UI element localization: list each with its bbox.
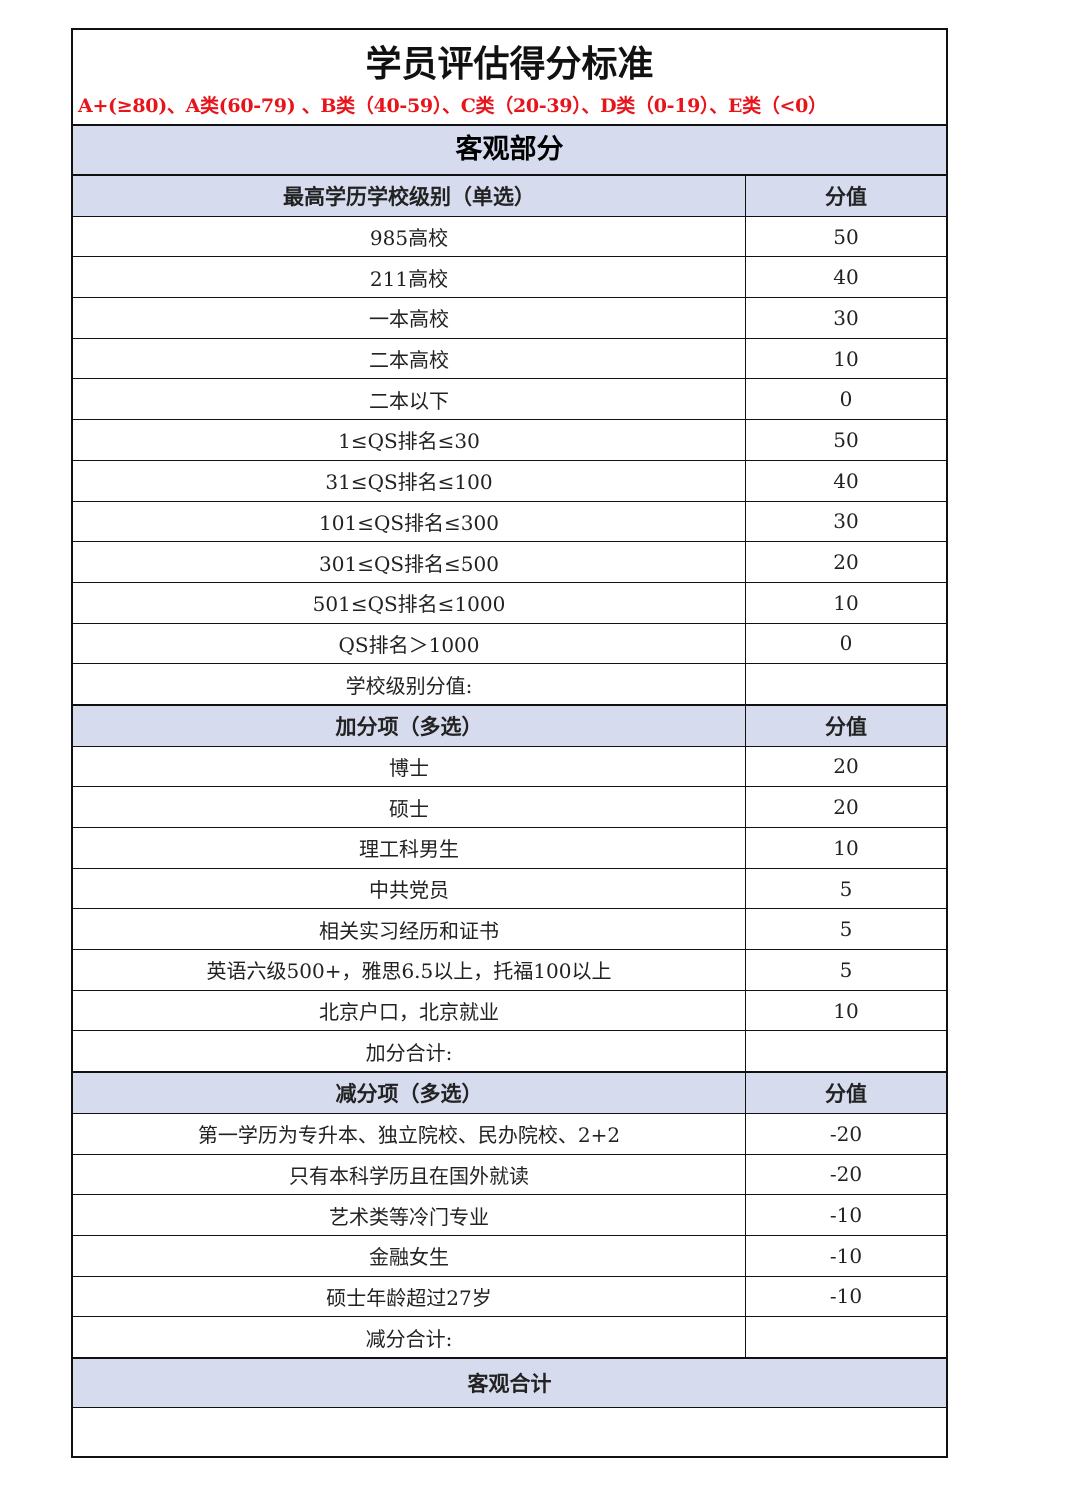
item-cell: 501≤QS排名≤1000: [73, 581, 746, 624]
value-cell: 10: [745, 337, 946, 380]
value-cell: 10: [745, 581, 946, 624]
item-cell: 211高校: [73, 256, 746, 299]
table-row: 二本以下 0: [73, 378, 946, 421]
value-cell: 20: [745, 541, 946, 583]
item-cell: 金融女生: [73, 1234, 746, 1277]
table-row: 301≤QS排名≤500 20: [73, 541, 946, 583]
item-cell: 相关实习经历和证书: [73, 908, 746, 951]
column-header-value: 分值: [745, 703, 946, 747]
item-cell: 艺术类等冷门专业: [73, 1194, 746, 1236]
column-header-item: 加分项（多选）: [73, 703, 746, 747]
item-cell: 一本高校: [73, 297, 746, 339]
column-header-value: 分值: [745, 176, 946, 217]
objective-total-value-row: [73, 1407, 946, 1456]
table-row: 985高校 50: [73, 215, 946, 258]
value-cell: 20: [745, 786, 946, 828]
objective-total-label: 客观合计: [73, 1356, 946, 1408]
item-cell: 英语六级500+，雅思6.5以上，托福100以上: [73, 949, 746, 991]
value-cell: -10: [745, 1194, 946, 1236]
title-block: 学员评估得分标准 A+(≥80)、A类(60-79) 、B类（40-59）、C类…: [73, 30, 946, 126]
page-title: 学员评估得分标准: [365, 44, 654, 85]
table-row: 第一学历为专升本、独立院校、民办院校、2+2 -20: [73, 1112, 946, 1155]
penalty-header-row: 减分项（多选） 分值: [73, 1071, 946, 1114]
item-cell: 硕士年龄超过27岁: [73, 1275, 746, 1318]
item-cell: 硕士: [73, 786, 746, 828]
school-header-row: 最高学历学校级别（单选） 分值: [73, 176, 946, 217]
value-cell: 5: [745, 949, 946, 991]
table-row: 501≤QS排名≤1000 10: [73, 581, 946, 624]
column-header-item: 减分项（多选）: [73, 1071, 746, 1114]
item-cell: 101≤QS排名≤300: [73, 500, 746, 543]
table-row: 北京户口，北京就业 10: [73, 989, 946, 1032]
value-cell: 50: [745, 215, 946, 258]
value-cell: 0: [745, 378, 946, 421]
objective-total-row: 客观合计: [73, 1356, 946, 1408]
column-header-value: 分值: [745, 1071, 946, 1114]
value-cell: 40: [745, 459, 946, 502]
table-row: 相关实习经历和证书 5: [73, 908, 946, 951]
section-title: 客观部分: [73, 126, 946, 176]
total-label: 减分合计:: [73, 1316, 746, 1359]
value-cell: 30: [745, 500, 946, 543]
table-row: 中共党员 5: [73, 867, 946, 910]
table-row: 只有本科学历且在国外就读 -20: [73, 1153, 946, 1196]
item-cell: 理工科男生: [73, 827, 746, 869]
table-row: 理工科男生 10: [73, 827, 946, 869]
item-cell: 二本高校: [73, 337, 746, 380]
table-row: 金融女生 -10: [73, 1234, 946, 1277]
objective-total-value[interactable]: [73, 1407, 946, 1456]
value-cell: -10: [745, 1275, 946, 1318]
value-cell: -10: [745, 1234, 946, 1277]
value-cell: 0: [745, 622, 946, 665]
total-label: 学校级别分值:: [73, 663, 746, 706]
table-row: 一本高校 30: [73, 297, 946, 339]
item-cell: 中共党员: [73, 867, 746, 910]
column-header-item: 最高学历学校级别（单选）: [73, 176, 746, 217]
table-row: 英语六级500+，雅思6.5以上，托福100以上 5: [73, 949, 946, 991]
value-cell: 40: [745, 256, 946, 299]
item-cell: QS排名＞1000: [73, 622, 746, 665]
value-cell: 20: [745, 745, 946, 788]
value-cell: 30: [745, 297, 946, 339]
item-cell: 二本以下: [73, 378, 746, 421]
value-cell: 10: [745, 989, 946, 1032]
table-row: 硕士 20: [73, 786, 946, 828]
table-row: 101≤QS排名≤300 30: [73, 500, 946, 543]
item-cell: 985高校: [73, 215, 746, 258]
item-cell: 31≤QS排名≤100: [73, 459, 746, 502]
item-cell: 北京户口，北京就业: [73, 989, 746, 1032]
scoring-sheet: 学员评估得分标准 A+(≥80)、A类(60-79) 、B类（40-59）、C类…: [71, 28, 948, 1458]
table-row: 硕士年龄超过27岁 -10: [73, 1275, 946, 1318]
value-cell: 50: [745, 419, 946, 461]
value-cell: 10: [745, 827, 946, 869]
total-value[interactable]: [745, 1030, 946, 1073]
value-cell: -20: [745, 1112, 946, 1155]
total-value[interactable]: [745, 1316, 946, 1359]
table-row: 博士 20: [73, 745, 946, 788]
value-cell: -20: [745, 1153, 946, 1196]
table-row: QS排名＞1000 0: [73, 622, 946, 665]
penalty-total-row: 减分合计:: [73, 1316, 946, 1359]
table-row: 31≤QS排名≤100 40: [73, 459, 946, 502]
school-total-row: 学校级别分值:: [73, 663, 946, 706]
total-value[interactable]: [745, 663, 946, 706]
item-cell: 301≤QS排名≤500: [73, 541, 746, 583]
value-cell: 5: [745, 867, 946, 910]
item-cell: 只有本科学历且在国外就读: [73, 1153, 746, 1196]
score-table: 最高学历学校级别（单选） 分值 985高校 50 211高校 40 一本高校 30 二本高校 10…: [73, 176, 946, 1456]
item-cell: 第一学历为专升本、独立院校、民办院校、2+2: [73, 1112, 746, 1155]
item-cell: 1≤QS排名≤30: [73, 419, 746, 461]
bonus-total-row: 加分合计:: [73, 1030, 946, 1073]
item-cell: 博士: [73, 745, 746, 788]
table-row: 211高校 40: [73, 256, 946, 299]
bonus-header-row: 加分项（多选） 分值: [73, 703, 946, 747]
grade-legend: A+(≥80)、A类(60-79) 、B类（40-59）、C类（20-39）、D…: [78, 95, 827, 117]
value-cell: 5: [745, 908, 946, 951]
total-label: 加分合计:: [73, 1030, 746, 1073]
table-row: 1≤QS排名≤30 50: [73, 419, 946, 461]
table-row: 艺术类等冷门专业 -10: [73, 1194, 946, 1236]
table-row: 二本高校 10: [73, 337, 946, 380]
